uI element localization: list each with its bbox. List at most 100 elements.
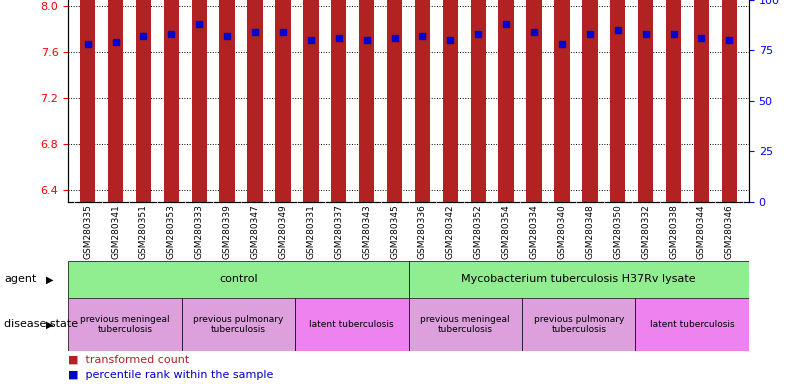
Bar — [135, 153, 151, 202]
Text: agent: agent — [4, 274, 36, 285]
Bar — [108, 188, 123, 202]
Point — [165, 31, 178, 37]
Point — [193, 21, 206, 27]
Point — [723, 37, 736, 43]
Bar — [80, 176, 95, 202]
Bar — [359, 0, 374, 259]
Text: previous pulmonary
tuberculosis: previous pulmonary tuberculosis — [193, 315, 284, 334]
Bar — [610, 0, 626, 259]
Bar — [666, 81, 682, 202]
Bar — [722, 153, 737, 202]
Bar — [554, 0, 570, 259]
Bar — [219, 0, 235, 259]
Point — [583, 31, 596, 37]
Text: disease state: disease state — [4, 319, 78, 329]
Bar — [638, 0, 654, 259]
Bar — [635, 298, 749, 351]
Text: ■  percentile rank within the sample: ■ percentile rank within the sample — [68, 369, 273, 380]
Bar — [276, 130, 291, 202]
Point — [304, 37, 317, 43]
Text: GSM280331: GSM280331 — [306, 205, 316, 260]
Text: GSM280352: GSM280352 — [473, 205, 483, 259]
Bar — [331, 176, 346, 202]
Text: previous meningeal
tuberculosis: previous meningeal tuberculosis — [80, 315, 170, 334]
Text: previous pulmonary
tuberculosis: previous pulmonary tuberculosis — [533, 315, 624, 334]
Text: GSM280339: GSM280339 — [223, 205, 231, 260]
Text: GSM280343: GSM280343 — [362, 205, 371, 259]
Bar — [638, 78, 654, 202]
Text: GSM280333: GSM280333 — [195, 205, 203, 260]
Bar — [722, 0, 737, 259]
Bar — [191, 0, 207, 259]
Point — [81, 41, 94, 47]
Bar — [295, 298, 409, 351]
Point — [695, 35, 708, 41]
Bar — [248, 135, 263, 202]
Bar — [135, 0, 151, 259]
Bar — [276, 0, 291, 259]
Point — [639, 31, 652, 37]
Text: GSM280335: GSM280335 — [83, 205, 92, 260]
Text: ▶: ▶ — [46, 319, 54, 329]
Text: GSM280349: GSM280349 — [279, 205, 288, 259]
Bar — [68, 298, 182, 351]
Bar — [108, 0, 123, 259]
Bar — [443, 182, 458, 202]
Bar — [415, 132, 430, 202]
Text: GSM280344: GSM280344 — [697, 205, 706, 259]
Text: latent tuberculosis: latent tuberculosis — [650, 320, 735, 329]
Bar — [182, 298, 295, 351]
Text: GSM280346: GSM280346 — [725, 205, 734, 259]
Bar — [694, 147, 709, 202]
Point — [667, 31, 680, 37]
Text: GSM280351: GSM280351 — [139, 205, 148, 260]
Bar — [526, 67, 541, 202]
Text: GSM280345: GSM280345 — [390, 205, 399, 259]
Bar — [331, 0, 346, 259]
Text: previous meningeal
tuberculosis: previous meningeal tuberculosis — [421, 315, 510, 334]
Bar — [80, 0, 95, 259]
Bar — [415, 0, 430, 259]
Text: GSM280336: GSM280336 — [418, 205, 427, 260]
Text: GSM280348: GSM280348 — [586, 205, 594, 259]
Bar — [303, 182, 319, 202]
Bar — [471, 0, 486, 259]
Point — [332, 35, 345, 41]
Text: GSM280341: GSM280341 — [111, 205, 120, 259]
Bar — [359, 187, 374, 202]
Text: GSM280340: GSM280340 — [557, 205, 566, 259]
Bar — [387, 184, 402, 202]
Bar — [498, 0, 514, 259]
Bar — [68, 261, 409, 298]
Point — [528, 29, 541, 35]
Bar — [522, 298, 635, 351]
Bar — [219, 176, 235, 202]
Text: GSM280338: GSM280338 — [669, 205, 678, 260]
Point — [472, 31, 485, 37]
Point — [137, 33, 150, 40]
Point — [221, 33, 234, 40]
Text: GSM280350: GSM280350 — [614, 205, 622, 260]
Text: ▶: ▶ — [46, 274, 54, 285]
Point — [360, 37, 373, 43]
Text: Mycobacterium tuberculosis H37Rv lysate: Mycobacterium tuberculosis H37Rv lysate — [461, 274, 696, 285]
Text: GSM280337: GSM280337 — [334, 205, 344, 260]
Bar — [582, 0, 598, 259]
Text: latent tuberculosis: latent tuberculosis — [309, 320, 394, 329]
Text: GSM280347: GSM280347 — [251, 205, 260, 259]
Point — [444, 37, 457, 43]
Point — [248, 29, 261, 35]
Bar — [409, 261, 749, 298]
Point — [388, 35, 401, 41]
Point — [611, 27, 624, 33]
Bar — [526, 0, 541, 259]
Bar — [248, 0, 263, 259]
Point — [416, 33, 429, 40]
Bar — [471, 106, 486, 202]
Bar — [163, 0, 179, 259]
Bar — [498, 78, 514, 202]
Bar — [443, 0, 458, 259]
Bar — [409, 298, 522, 351]
Bar — [303, 0, 319, 259]
Point — [276, 29, 289, 35]
